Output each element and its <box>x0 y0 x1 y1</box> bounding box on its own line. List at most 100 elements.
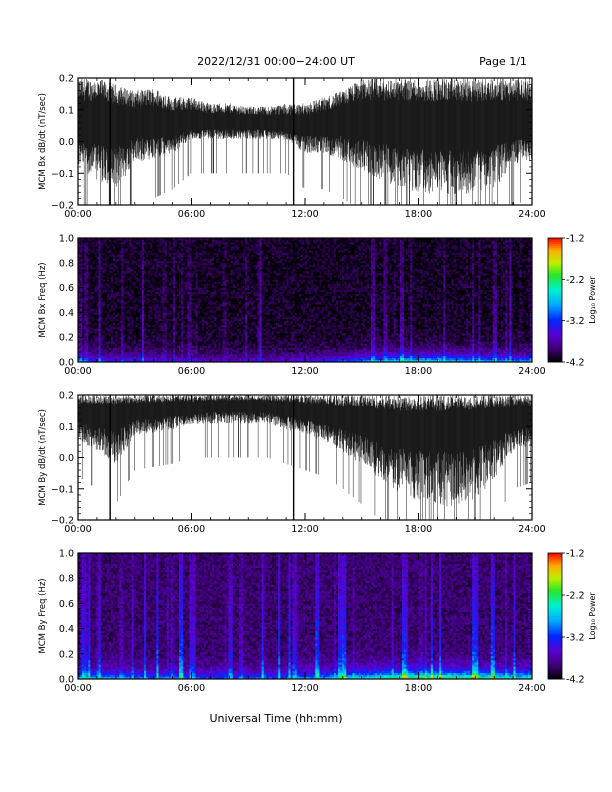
heatmap-cell <box>94 316 97 319</box>
heatmap-cell <box>232 355 236 359</box>
heatmap-cell <box>195 345 198 348</box>
heatmap-cell <box>234 349 238 352</box>
heatmap-cell <box>185 269 188 272</box>
heatmap-cell <box>222 337 225 340</box>
heatmap-cell <box>199 310 203 313</box>
heatmap-cell <box>115 293 118 297</box>
heatmap-cell <box>189 333 192 336</box>
heatmap-cell <box>133 295 137 299</box>
heatmap-cell <box>222 331 225 334</box>
heatmap-cell <box>212 347 215 350</box>
heatmap-cell <box>241 357 244 361</box>
heatmap-cell <box>160 279 163 282</box>
heatmap-cell <box>102 262 106 266</box>
heatmap-cell <box>220 295 223 299</box>
heatmap-cell <box>166 326 170 330</box>
heatmap-cell <box>131 240 135 243</box>
heatmap-cell <box>82 285 85 288</box>
heatmap-cell <box>234 240 238 243</box>
heatmap-cell <box>236 339 240 342</box>
heatmap-cell <box>88 322 91 326</box>
heatmap-cell <box>191 275 194 278</box>
heatmap-cell <box>193 355 196 359</box>
heatmap-cell <box>141 283 145 286</box>
heatmap-cell <box>146 242 149 245</box>
heatmap-cell <box>146 314 149 317</box>
heatmap-cell <box>224 349 227 352</box>
heatmap-cell <box>230 304 234 307</box>
heatmap-cell <box>131 310 135 313</box>
heatmap-cell <box>170 320 174 324</box>
heatmap-cell <box>236 333 240 336</box>
heatmap-cell <box>195 246 198 249</box>
heatmap-cell <box>218 242 221 245</box>
heatmap-cell <box>205 314 209 317</box>
heatmap-cell <box>131 289 135 293</box>
heatmap-cell <box>108 262 112 266</box>
heatmap-cell <box>216 343 219 346</box>
heatmap-cell <box>113 322 116 326</box>
heatmap-cell <box>125 287 128 290</box>
heatmap-cell <box>137 279 141 282</box>
heatmap-cell <box>183 322 186 326</box>
heatmap-cell <box>154 312 157 315</box>
heatmap-cell <box>189 279 192 282</box>
heatmap-cell <box>119 264 122 268</box>
heatmap-cell <box>189 266 192 270</box>
heatmap-cell <box>193 275 196 278</box>
heatmap-cell <box>208 310 211 313</box>
heatmap-cell <box>86 320 89 324</box>
heatmap-cell <box>148 260 151 264</box>
heatmap-cell <box>135 318 139 321</box>
heatmap-cell <box>197 326 201 330</box>
heatmap-cell <box>187 359 190 363</box>
heatmap-cell <box>131 269 135 272</box>
heatmap-cell <box>166 273 170 276</box>
heatmap-cell <box>115 240 118 243</box>
heatmap-cell <box>203 295 207 299</box>
heatmap-cell <box>199 345 203 348</box>
heatmap-cell <box>115 285 118 288</box>
heatmap-cell <box>113 275 116 278</box>
heatmap-cell <box>139 300 143 303</box>
heatmap-cell <box>222 318 225 321</box>
heatmap-cell <box>236 256 240 259</box>
heatmap-cell <box>148 355 151 359</box>
heatmap-cell <box>212 287 215 290</box>
heatmap-cell <box>166 331 170 334</box>
heatmap-cell <box>201 331 205 334</box>
heatmap-cell <box>88 279 91 282</box>
heatmap-cell <box>203 322 207 326</box>
heatmap-cell <box>220 347 223 350</box>
heatmap-cell <box>96 318 99 321</box>
heatmap-cell <box>80 324 83 328</box>
heatmap-cell <box>181 289 184 293</box>
heatmap-cell <box>185 275 188 278</box>
heatmap-cell <box>208 331 211 334</box>
heatmap-cell <box>115 254 118 257</box>
heatmap-cell <box>183 357 186 361</box>
heatmap-cell <box>86 343 89 346</box>
heatmap-cell <box>230 337 234 340</box>
heatmap-cell <box>164 258 168 262</box>
heatmap-cell <box>183 297 186 301</box>
heatmap-cell <box>245 335 248 338</box>
heatmap-cell <box>216 318 219 321</box>
heatmap-cell <box>102 320 106 324</box>
heatmap-cell <box>197 347 201 350</box>
heatmap-cell <box>177 343 180 346</box>
heatmap-cell <box>226 262 229 266</box>
heatmap-cell <box>230 246 234 249</box>
heatmap-cell <box>224 289 227 293</box>
heatmap-cell <box>236 312 240 315</box>
heatmap-cell <box>241 238 244 241</box>
heatmap-cell <box>232 242 236 245</box>
heatmap-cell <box>232 304 236 307</box>
heatmap-cell <box>179 353 182 357</box>
heatmap-cell <box>108 306 112 309</box>
heatmap-cell <box>148 316 151 319</box>
heatmap-cell <box>144 293 147 297</box>
heatmap-cell <box>80 310 83 313</box>
heatmap-cell <box>243 351 246 355</box>
heatmap-cell <box>168 349 172 352</box>
